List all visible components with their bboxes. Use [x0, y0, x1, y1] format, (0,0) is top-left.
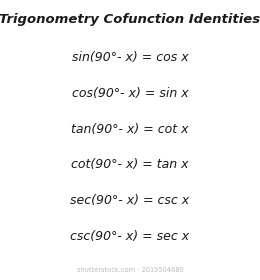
- Text: sin(90°- x) = cos x: sin(90°- x) = cos x: [72, 51, 188, 64]
- Text: cos(90°- x) = sin x: cos(90°- x) = sin x: [72, 87, 188, 100]
- Text: sec(90°- x) = csc x: sec(90°- x) = csc x: [70, 194, 190, 207]
- Text: cot(90°- x) = tan x: cot(90°- x) = tan x: [71, 158, 189, 171]
- Text: shutterstock.com · 2019504680: shutterstock.com · 2019504680: [77, 267, 183, 273]
- Text: tan(90°- x) = cot x: tan(90°- x) = cot x: [71, 123, 189, 136]
- Text: csc(90°- x) = sec x: csc(90°- x) = sec x: [70, 230, 190, 243]
- Text: Trigonometry Cofunction Identities: Trigonometry Cofunction Identities: [0, 13, 260, 25]
